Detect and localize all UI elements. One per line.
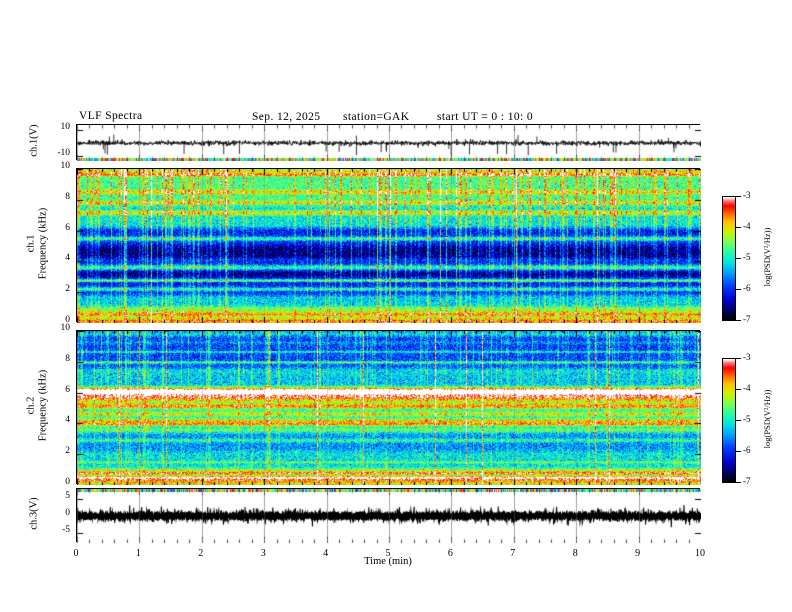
colorbar-tick-label: -4 — [743, 383, 751, 393]
colorbar-tick-label: -3 — [743, 352, 751, 362]
ch1-waveform-trace — [77, 125, 701, 161]
ch1-spectrogram-panel — [76, 168, 701, 323]
axis-tick-label: 10 — [60, 323, 71, 333]
colorbar-tick-label: -5 — [743, 414, 751, 424]
axis-tick-label: 4 — [65, 253, 70, 264]
ch1-spectrogram-image — [77, 169, 701, 323]
colorbar-tick — [736, 196, 741, 197]
axis-tick-label: 0 — [65, 477, 70, 487]
axis-tick-label: 3 — [260, 548, 266, 559]
colorbar-tick-label: -4 — [743, 221, 751, 231]
axis-tick-label: 7 — [510, 548, 516, 559]
colorbar-tick — [736, 451, 741, 452]
colorbar-tick-label: -6 — [743, 283, 751, 293]
axis-tick-label: 2 — [65, 284, 70, 295]
ch1-waveform-panel — [76, 124, 701, 161]
colorbar-ch1-gradient — [723, 197, 735, 320]
axis-tick-label: 6 — [447, 548, 453, 559]
start-ut-label: start UT = 0 : 10: 0 — [437, 111, 534, 123]
colorbar-tick — [736, 482, 741, 483]
axis-tick-label: 2 — [65, 446, 70, 457]
colorbar-tick — [736, 358, 741, 359]
colorbar-tick — [736, 258, 741, 259]
axis-tick-label: 9 — [635, 548, 641, 559]
colorbar-tick-label: -7 — [743, 314, 751, 324]
axis-tick-label: 0 — [65, 508, 70, 518]
colorbar-tick — [736, 227, 741, 228]
station-label: station=GAK — [343, 111, 410, 123]
axis-tick-label: 8 — [65, 353, 70, 364]
ch3-waveform-ylabel: ch.3(V) — [28, 497, 40, 530]
ch2-spectrogram-channel-label: ch.2 — [25, 396, 37, 415]
ch1-waveform-ylabel: ch.1(V) — [28, 124, 40, 157]
axis-tick-label: -5 — [62, 524, 70, 535]
colorbar-ch2 — [722, 358, 736, 483]
axis-tick-label: 10 — [60, 161, 71, 171]
axis-tick-label: -10 — [57, 147, 70, 158]
colorbar-tick-label: -5 — [743, 252, 751, 262]
axis-tick-label: 5 — [65, 491, 70, 502]
axis-tick-label: 2 — [198, 548, 204, 559]
axis-tick-label: 5 — [385, 548, 391, 559]
ch3-waveform-panel — [76, 488, 701, 543]
ch2-spectrogram-image — [77, 331, 701, 485]
page-title: VLF Spectra — [79, 110, 143, 122]
ch1-spectrogram-channel-label: ch.1 — [25, 234, 37, 253]
axis-tick-label: 0 — [65, 315, 70, 325]
ch1-spectrogram-ylabel: Frequency (kHz) — [37, 207, 49, 280]
axis-tick-label: 10 — [60, 122, 71, 133]
axis-tick-label: 0 — [73, 548, 79, 559]
colorbar-tick — [736, 320, 741, 321]
axis-tick-label: 8 — [65, 191, 70, 202]
colorbar-ch2-title: log(PSD(V²/Hz)) — [762, 389, 772, 448]
colorbar-ch1 — [722, 196, 736, 321]
ch3-waveform-trace — [77, 489, 701, 543]
axis-tick-label: 1 — [135, 548, 141, 559]
colorbar-ch2-gradient — [723, 359, 735, 482]
colorbar-tick-label: -3 — [743, 190, 751, 200]
x-axis-title: Time (min) — [364, 556, 412, 567]
observation-date: Sep. 12, 2025 — [252, 111, 321, 123]
colorbar-ch1-title: log(PSD(V²/Hz)) — [762, 227, 772, 286]
ch2-spectrogram-ylabel: Frequency (kHz) — [37, 369, 49, 442]
colorbar-tick — [736, 420, 741, 421]
axis-tick-label: 4 — [323, 548, 329, 559]
axis-tick-label: 6 — [65, 384, 70, 395]
colorbar-tick — [736, 289, 741, 290]
axis-tick-label: 8 — [572, 548, 578, 559]
colorbar-tick-label: -7 — [743, 476, 751, 486]
colorbar-tick-label: -6 — [743, 445, 751, 455]
colorbar-tick — [736, 389, 741, 390]
axis-tick-label: 4 — [65, 415, 70, 426]
axis-tick-label: 6 — [65, 222, 70, 233]
axis-tick-label: 10 — [695, 548, 705, 559]
ch2-spectrogram-panel — [76, 330, 701, 485]
